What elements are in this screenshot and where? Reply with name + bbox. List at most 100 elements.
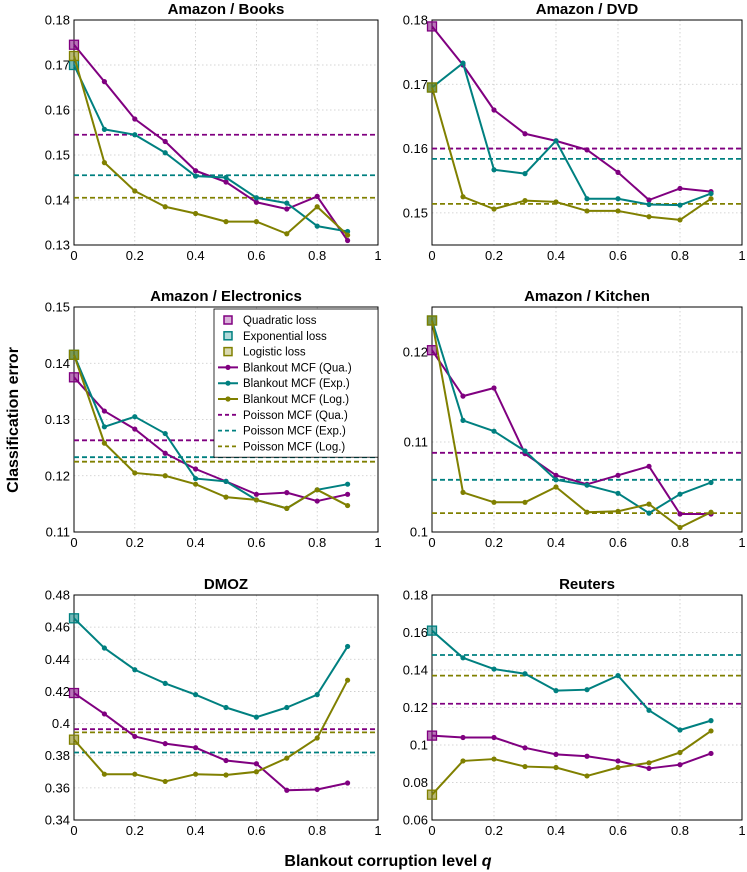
data-point	[677, 217, 683, 223]
x-tick-label: 0.4	[187, 248, 205, 263]
data-point	[460, 417, 466, 423]
x-tick-label: 0.2	[126, 248, 144, 263]
y-tick-label: 0.14	[45, 193, 70, 208]
legend-swatch-dot	[225, 396, 231, 402]
legend: Quadratic loss Exponential loss Logistic l…	[213, 308, 379, 458]
series-line-exp	[73, 64, 348, 233]
series-line-exp	[431, 62, 712, 207]
x-axis-label-variable: q	[482, 853, 492, 870]
legend-label: Poisson MCF (Qua.)	[243, 410, 348, 422]
data-point	[314, 487, 320, 493]
legend-swatch-square	[223, 346, 233, 357]
series-line-exp	[73, 617, 349, 719]
data-point	[162, 741, 168, 747]
baseline-marker-log	[68, 349, 80, 360]
series-line-log	[73, 354, 349, 510]
legend-swatch-square	[223, 331, 233, 341]
x-tick-label: 0.2	[485, 248, 503, 263]
data-point	[460, 393, 466, 399]
data-point	[522, 671, 528, 677]
data-point	[491, 428, 497, 434]
data-point	[677, 511, 683, 517]
x-axis-label: Blankout corruption level q	[284, 853, 491, 870]
x-tick-label: 0	[70, 823, 77, 838]
data-point	[646, 201, 652, 208]
data-point	[646, 501, 652, 507]
x-tick-label: 1	[738, 248, 745, 263]
y-tick-label: 0.38	[45, 748, 70, 763]
data-point	[708, 509, 714, 515]
data-point	[223, 772, 229, 778]
baseline-marker-log	[426, 315, 438, 326]
data-point	[284, 505, 290, 511]
legend-label: Quadratic loss	[243, 315, 317, 327]
series-line-log	[431, 320, 712, 529]
y-axis-label: Classification error	[5, 347, 22, 493]
data-point	[284, 490, 290, 496]
y-tick-label: 0.46	[45, 620, 70, 635]
x-tick-label: 0.8	[671, 248, 689, 263]
data-point	[553, 751, 559, 757]
data-point	[491, 666, 497, 672]
data-point	[345, 502, 351, 509]
data-point	[162, 204, 168, 210]
data-point	[132, 116, 138, 122]
y-tick-label: 0.48	[45, 588, 70, 603]
plot-frame	[431, 19, 743, 246]
data-point	[615, 764, 621, 771]
x-tick-label: 1	[374, 823, 381, 838]
data-point	[132, 188, 138, 194]
x-tick-label: 0.4	[187, 823, 205, 838]
data-point	[615, 673, 621, 679]
chart-panels: 0 0.2 0.4 0.6 0.8 1 0.13 0.14 0.15 0.16 0.17 0.18 Am…	[45, 1, 746, 838]
data-point	[615, 208, 621, 214]
data-point	[345, 481, 351, 487]
data-point	[522, 745, 528, 751]
data-point	[132, 414, 138, 420]
y-tick-label: 0.15	[45, 300, 70, 315]
data-point	[584, 509, 590, 515]
legend-label: Blankout MCF (Exp.)	[243, 378, 350, 390]
plot-frame	[431, 594, 743, 821]
x-tick-label: 0.4	[547, 823, 565, 838]
data-point	[646, 760, 652, 766]
series-line-log	[431, 730, 712, 796]
data-point	[708, 190, 714, 197]
data-point	[522, 198, 528, 204]
chart-title: Amazon / Books	[168, 1, 285, 18]
data-point	[314, 204, 320, 210]
series-line-qua	[431, 734, 712, 770]
x-tick-label: 1	[738, 535, 745, 550]
data-point	[193, 481, 199, 487]
series-line-log	[73, 55, 349, 236]
data-point	[584, 147, 590, 153]
series-line-exp	[431, 320, 712, 515]
data-point	[460, 758, 466, 764]
data-point	[646, 510, 652, 516]
data-point	[162, 778, 168, 785]
x-tick-label: 0.8	[308, 823, 326, 838]
data-point	[708, 718, 714, 724]
data-point	[223, 478, 229, 484]
y-tick-label: 0.34	[45, 813, 70, 828]
data-point	[553, 688, 559, 694]
data-point	[162, 138, 168, 145]
chart-title: DMOZ	[204, 576, 248, 593]
chart-panel-0: 0 0.2 0.4 0.6 0.8 1 0.13 0.14 0.15 0.16 0.17 0.18 Am…	[45, 1, 382, 263]
series-line-log	[73, 679, 349, 783]
legend-label: Poisson MCF (Exp.)	[243, 426, 346, 438]
data-point	[553, 199, 559, 205]
data-point	[314, 735, 320, 741]
data-point	[491, 734, 497, 741]
x-tick-label: 0.8	[308, 535, 326, 550]
baseline-marker-log	[426, 82, 438, 93]
legend-box	[213, 308, 379, 458]
x-tick-label: 0	[428, 248, 435, 263]
data-point	[460, 60, 466, 66]
chart-panel-2: 0 0.2 0.4 0.6 0.8 1 0.11 0.12 0.13 0.14 0.15 Amazon…	[45, 288, 382, 550]
data-point	[132, 132, 138, 138]
data-point	[584, 753, 590, 759]
data-point	[584, 482, 590, 488]
data-point	[253, 769, 259, 775]
